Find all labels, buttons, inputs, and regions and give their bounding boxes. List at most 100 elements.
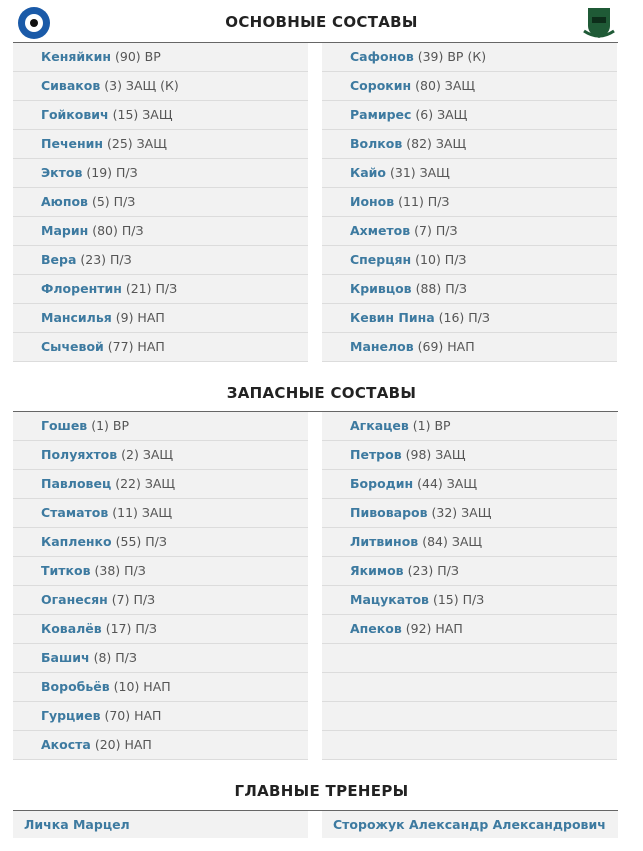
player-info: (1) ВР <box>91 418 129 433</box>
player-info: (10) П/З <box>415 252 467 267</box>
player-name-link[interactable]: Марин <box>41 223 89 238</box>
player-name-link[interactable]: Апеков <box>350 621 402 636</box>
player-info: (38) П/З <box>94 563 146 578</box>
player-row: Акоста (20) НАП <box>13 731 308 760</box>
empty-row <box>322 644 617 673</box>
player-row: Сорокин (80) ЗАЩ <box>322 72 617 101</box>
player-info: (90) ВР <box>114 49 161 64</box>
player-name-link[interactable]: Печенин <box>41 136 104 151</box>
player-info: (11) П/З <box>398 194 450 209</box>
home-starting-list: Кеняйкин (90) ВР Сиваков (3) ЗАЩ (К) Гойко… <box>13 43 308 362</box>
player-name-link[interactable]: Акоста <box>41 737 91 752</box>
away-starting-list: Сафонов (39) ВР (К) Сорокин (80) ЗАЩ Рамир… <box>322 43 617 362</box>
player-info: (88) П/З <box>415 281 467 296</box>
player-info: (6) ЗАЩ <box>415 107 468 122</box>
player-name-link[interactable]: Ковалёв <box>41 621 102 636</box>
player-name-link[interactable]: Кайо <box>350 165 386 180</box>
player-info: (10) НАП <box>113 679 171 694</box>
player-name-link[interactable]: Сафонов <box>350 49 414 64</box>
away-team-logo-icon[interactable] <box>582 5 616 39</box>
player-info: (80) П/З <box>92 223 144 238</box>
player-name-link[interactable]: Кевин Пина <box>350 310 435 325</box>
player-name-link[interactable]: Полуяхтов <box>41 447 118 462</box>
player-name-link[interactable]: Агкацев <box>350 418 409 433</box>
player-info: (82) ЗАЩ <box>406 136 467 151</box>
empty-row <box>322 702 617 731</box>
player-name-link[interactable]: Гошев <box>41 418 88 433</box>
player-row: Якимов (23) П/З <box>322 557 617 586</box>
player-info: (39) ВР (К) <box>417 49 487 64</box>
away-coach[interactable]: Сторожук Александр Александрович <box>322 811 618 838</box>
player-row: Сычевой (77) НАП <box>13 333 308 362</box>
player-info: (23) П/З <box>80 252 132 267</box>
player-name-link[interactable]: Стаматов <box>41 505 109 520</box>
player-name-link[interactable]: Рамирес <box>350 107 412 122</box>
player-name-link[interactable]: Аюпов <box>41 194 88 209</box>
player-name-link[interactable]: Башич <box>41 650 90 665</box>
player-name-link[interactable]: Литвинов <box>350 534 419 549</box>
player-row: Апеков (92) НАП <box>322 615 617 644</box>
player-name-link[interactable]: Ахметов <box>350 223 411 238</box>
empty-row <box>322 731 617 760</box>
player-name-link[interactable]: Волков <box>350 136 403 151</box>
player-info: (2) ЗАЩ <box>121 447 174 462</box>
home-coach[interactable]: Личка Марцел <box>13 811 308 838</box>
player-row: Вера (23) П/З <box>13 246 308 275</box>
divider <box>13 42 618 43</box>
player-info: (11) ЗАЩ <box>112 505 173 520</box>
player-name-link[interactable]: Кеняйкин <box>41 49 111 64</box>
player-name-link[interactable]: Сиваков <box>41 78 101 93</box>
player-info: (8) П/З <box>93 650 137 665</box>
player-info: (23) П/З <box>407 563 459 578</box>
player-name-link[interactable]: Сорокин <box>350 78 412 93</box>
player-name-link[interactable]: Воробьёв <box>41 679 110 694</box>
away-subs-list: Агкацев (1) ВР Петров (98) ЗАЩ Бородин (44… <box>322 412 617 760</box>
player-info: (7) П/З <box>414 223 458 238</box>
player-name-link[interactable]: Ионов <box>350 194 395 209</box>
player-row: Сиваков (3) ЗАЩ (К) <box>13 72 308 101</box>
player-info: (15) ЗАЩ <box>112 107 173 122</box>
player-info: (17) П/З <box>105 621 157 636</box>
player-name-link[interactable]: Петров <box>350 447 402 462</box>
player-row: Волков (82) ЗАЩ <box>322 130 617 159</box>
empty-row <box>322 673 617 702</box>
player-name-link[interactable]: Флорентин <box>41 281 122 296</box>
player-name-link[interactable]: Якимов <box>350 563 404 578</box>
player-row: Гошев (1) ВР <box>13 412 308 441</box>
player-info: (77) НАП <box>107 339 165 354</box>
player-name-link[interactable]: Капленко <box>41 534 112 549</box>
player-row: Печенин (25) ЗАЩ <box>13 130 308 159</box>
player-row: Титков (38) П/З <box>13 557 308 586</box>
player-name-link[interactable]: Сычевой <box>41 339 104 354</box>
player-row: Ковалёв (17) П/З <box>13 615 308 644</box>
player-name-link[interactable]: Манелов <box>350 339 414 354</box>
player-name-link[interactable]: Павловец <box>41 476 112 491</box>
player-name-link[interactable]: Гойкович <box>41 107 109 122</box>
player-name-link[interactable]: Вера <box>41 252 77 267</box>
player-name-link[interactable]: Сперцян <box>350 252 412 267</box>
player-row: Эктов (19) П/З <box>13 159 308 188</box>
player-name-link[interactable]: Кривцов <box>350 281 412 296</box>
player-info: (31) ЗАЩ <box>389 165 450 180</box>
player-name-link[interactable]: Бородин <box>350 476 414 491</box>
player-name-link[interactable]: Мацукатов <box>350 592 429 607</box>
player-row: Кеняйкин (90) ВР <box>13 43 308 72</box>
player-name-link[interactable]: Пивоваров <box>350 505 428 520</box>
player-name-link[interactable]: Титков <box>41 563 91 578</box>
player-info: (44) ЗАЩ <box>417 476 478 491</box>
home-team-logo-icon[interactable] <box>16 6 52 40</box>
player-row: Кайо (31) ЗАЩ <box>322 159 617 188</box>
player-name-link[interactable]: Мансилья <box>41 310 112 325</box>
player-info: (32) ЗАЩ <box>431 505 492 520</box>
starting-lineups-title: ОСНОВНЫЕ СОСТАВЫ <box>225 13 418 31</box>
player-row: Оганесян (7) П/З <box>13 586 308 615</box>
player-info: (21) П/З <box>125 281 178 296</box>
coaches-title: ГЛАВНЫЕ ТРЕНЕРЫ <box>234 782 409 800</box>
player-name-link[interactable]: Оганесян <box>41 592 108 607</box>
player-row: Воробьёв (10) НАП <box>13 673 308 702</box>
player-row: Ионов (11) П/З <box>322 188 617 217</box>
player-name-link[interactable]: Эктов <box>41 165 83 180</box>
player-name-link[interactable]: Гурциев <box>41 708 101 723</box>
player-row: Кривцов (88) П/З <box>322 275 617 304</box>
player-row: Ахметов (7) П/З <box>322 217 617 246</box>
